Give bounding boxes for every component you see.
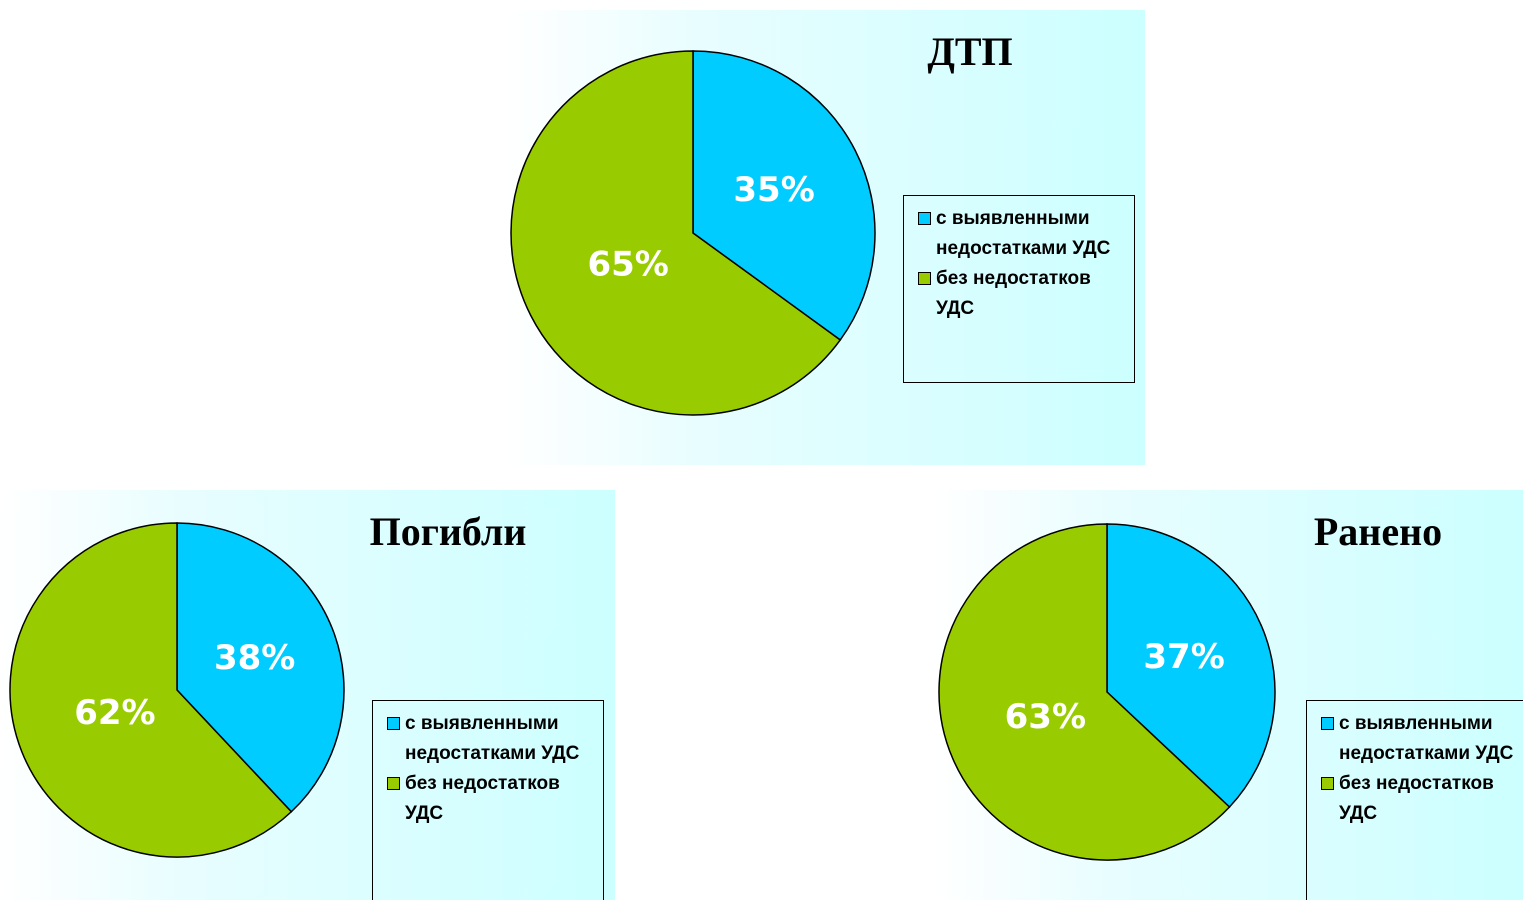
value-label: 63% [1005,697,1086,737]
pie-chart: 37% 63% [938,523,1276,861]
pie-slice [938,523,1231,861]
legend-swatch [1321,777,1334,790]
legend-entry: с выявленными недостатками УДС [918,204,1134,264]
pie-slice [510,50,842,416]
legend-label: без недостатков УДС [1339,773,1494,824]
legend: с выявленными недостатками УДС без недост… [1306,700,1523,900]
legend-swatch [918,212,931,225]
pie-slice [9,522,293,858]
pie-slice [692,50,876,342]
chart-title: ДТП [927,29,1013,74]
legend-swatch [387,717,400,730]
chart-title: Погибли [369,509,527,554]
chart-title: Ранено [1313,509,1443,554]
value-label: 65% [587,245,668,285]
chart-panel: 38% 62% Погибли с выявленными недостатками … [0,490,615,900]
chart-panel: 37% 63% Ранено с выявленными недостатками У… [935,490,1523,900]
value-label: 37% [1143,637,1224,677]
legend-entry: без недостатков УДС [918,264,1134,324]
legend-entry: с выявленными недостатками УДС [387,709,603,769]
legend-label: с выявленными недостатками УДС [1339,713,1514,764]
pie-slice [176,522,345,813]
chart-panel: 35% 65% ДТП с выявленными недостатками УДС б… [505,10,1145,465]
legend: с выявленными недостатками УДС без недост… [903,195,1135,383]
legend: с выявленными недостатками УДС без недост… [372,700,604,900]
legend-swatch [387,777,400,790]
legend-label: без недостатков УДС [405,773,560,824]
legend-swatch [918,272,931,285]
value-label: 35% [733,170,814,210]
legend-label: с выявленными недостатками УДС [405,713,580,764]
pie-chart: 38% 62% [9,522,345,858]
value-label: 38% [214,638,295,678]
value-label: 62% [74,693,155,733]
legend-swatch [1321,717,1334,730]
legend-label: с выявленными недостатками УДС [936,208,1111,259]
legend-label: без недостатков УДС [936,268,1091,319]
pie-chart: 35% 65% [510,50,876,416]
legend-entry: без недостатков УДС [1321,769,1523,829]
legend-entry: с выявленными недостатками УДС [1321,709,1523,769]
legend-entry: без недостатков УДС [387,769,603,829]
pie-slice [1106,523,1276,809]
